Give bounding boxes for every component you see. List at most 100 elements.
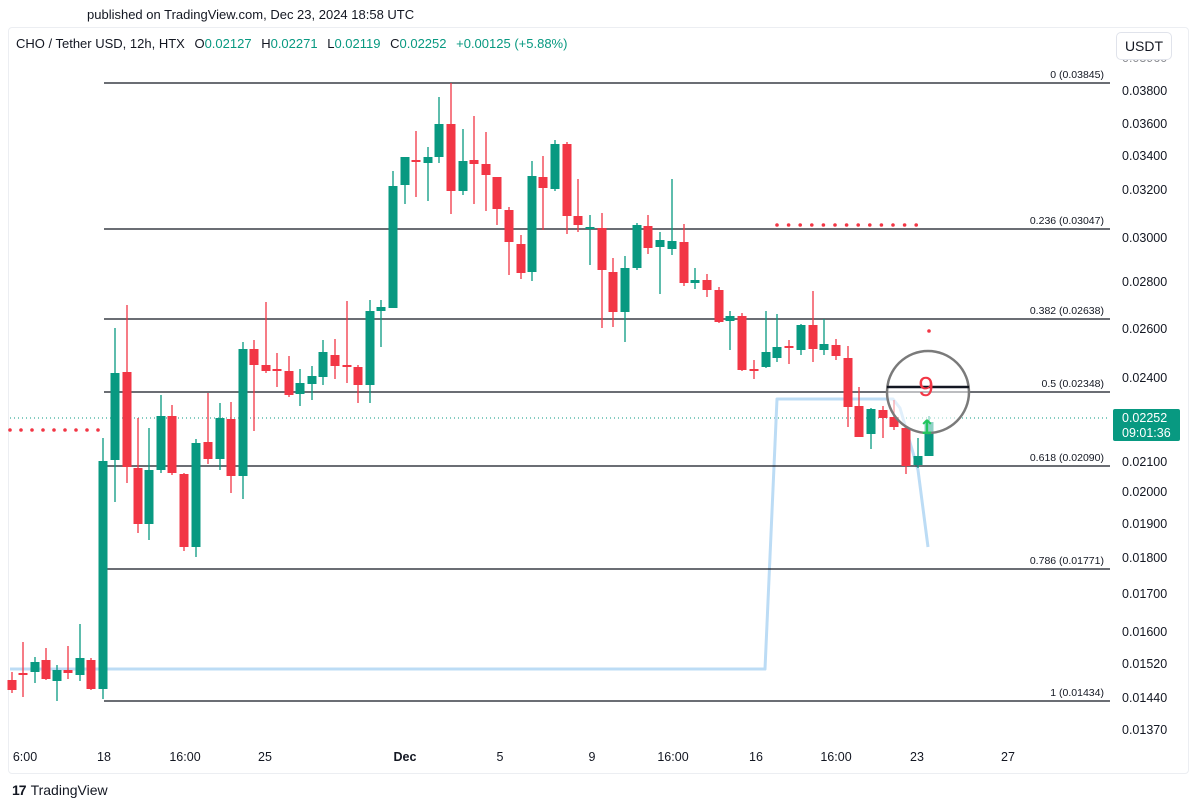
bar-countdown: 09:01:36 [1122, 426, 1171, 440]
candle-up[interactable] [215, 418, 225, 459]
candle-down[interactable] [63, 670, 73, 673]
candle-up[interactable] [585, 227, 595, 229]
candle-down[interactable] [643, 226, 653, 248]
candle-down[interactable] [167, 416, 177, 473]
candle-up[interactable] [667, 241, 677, 249]
candle-down[interactable] [261, 365, 271, 371]
time-axis-tick: 6:00 [12, 750, 38, 764]
candle-up[interactable] [30, 662, 40, 672]
candle-up[interactable] [620, 268, 630, 312]
candle-up[interactable] [75, 658, 85, 675]
tradingview-logo: 17 TradingView [12, 782, 108, 798]
candle-down[interactable] [179, 474, 189, 547]
candle-up[interactable] [924, 422, 934, 456]
candle-down[interactable] [516, 244, 526, 273]
candle-down[interactable] [562, 144, 572, 216]
candle-up[interactable] [307, 376, 317, 384]
candle-down[interactable] [538, 177, 548, 188]
candle-down[interactable] [7, 680, 17, 690]
candle-up[interactable] [772, 347, 782, 358]
fib-level-label: 0.5 (0.02348) [1042, 378, 1104, 390]
candle-down[interactable] [284, 371, 294, 395]
resistance-dot [879, 223, 884, 227]
open-value: 0.02127 [204, 36, 252, 51]
candle-up[interactable] [376, 307, 386, 311]
candle-up[interactable] [796, 325, 806, 350]
candle-up[interactable] [423, 157, 433, 163]
candle-down[interactable] [342, 365, 352, 367]
candle-up[interactable] [295, 383, 305, 394]
candle-up[interactable] [238, 349, 248, 476]
resistance-dot [8, 428, 12, 432]
price-axis-tick: 0.01900 [1122, 517, 1167, 531]
candle-up[interactable] [388, 186, 398, 308]
candle-up[interactable] [144, 470, 154, 524]
candle-down[interactable] [226, 419, 236, 476]
time-axis-tick: 25 [258, 750, 272, 764]
candle-up[interactable] [761, 352, 771, 367]
magnifier-circle [885, 349, 971, 435]
candle-down[interactable] [272, 369, 282, 371]
candle-down[interactable] [446, 124, 456, 191]
candle-down[interactable] [492, 177, 502, 209]
candle-up[interactable] [98, 461, 108, 689]
candle-down[interactable] [843, 358, 853, 407]
candle-up[interactable] [52, 670, 62, 681]
candle-down[interactable] [573, 216, 583, 225]
candle-down[interactable] [854, 406, 864, 437]
candle-down[interactable] [901, 428, 911, 466]
candle-up[interactable] [191, 443, 201, 547]
candle-up[interactable] [318, 352, 328, 377]
candle-down[interactable] [122, 372, 132, 467]
candle-down[interactable] [411, 160, 421, 162]
candle-up[interactable] [110, 373, 120, 460]
candle-down[interactable] [353, 367, 363, 385]
candle-down[interactable] [249, 349, 259, 365]
candle-up[interactable] [632, 225, 642, 268]
candle-down[interactable] [203, 442, 213, 459]
candle-down[interactable] [481, 164, 491, 175]
candle-up[interactable] [527, 176, 537, 272]
candle-down[interactable] [18, 673, 28, 675]
close-value: 0.02252 [399, 36, 447, 51]
candle-down[interactable] [784, 346, 794, 348]
candle-up[interactable] [866, 409, 876, 434]
candle-down[interactable] [889, 417, 899, 427]
candle-up[interactable] [819, 344, 829, 350]
candle-down[interactable] [597, 228, 607, 270]
price-axis[interactable] [1104, 28, 1186, 750]
price-axis-tick: 0.03800 [1122, 84, 1167, 98]
candle-up[interactable] [365, 311, 375, 385]
currency-unit-button[interactable]: USDT [1116, 32, 1172, 60]
time-axis[interactable]: 6:00 18 16:00 25 Dec 5 9 16:00 16 16:00 23 27 [0, 750, 1100, 770]
candle-up[interactable] [690, 280, 700, 283]
candle-down[interactable] [808, 325, 818, 349]
time-axis-tick: 23 [910, 750, 924, 764]
resistance-dot [19, 428, 23, 432]
time-axis-tick: 9 [588, 750, 596, 764]
candle-down[interactable] [504, 210, 514, 242]
candle-up[interactable] [550, 144, 560, 189]
price-axis-tick: 0.01370 [1122, 723, 1167, 737]
candle-up[interactable] [156, 416, 166, 470]
candle-down[interactable] [330, 355, 340, 366]
candle-up[interactable] [434, 124, 444, 157]
candle-down[interactable] [749, 369, 759, 371]
candle-down[interactable] [878, 410, 888, 418]
candle-down[interactable] [469, 160, 479, 164]
candle-up[interactable] [400, 157, 410, 185]
candle-down[interactable] [679, 242, 689, 283]
candle-down[interactable] [714, 290, 724, 322]
candle-up[interactable] [913, 456, 923, 465]
candle-down[interactable] [86, 660, 96, 689]
candle-up[interactable] [725, 316, 735, 321]
candle-up[interactable] [655, 240, 665, 247]
candle-down[interactable] [831, 345, 841, 356]
candle-down[interactable] [41, 660, 51, 679]
candle-down[interactable] [737, 316, 747, 370]
candle-down[interactable] [133, 468, 143, 524]
candle-down[interactable] [608, 272, 618, 312]
candle-up[interactable] [458, 161, 468, 191]
candle-down[interactable] [702, 280, 712, 290]
